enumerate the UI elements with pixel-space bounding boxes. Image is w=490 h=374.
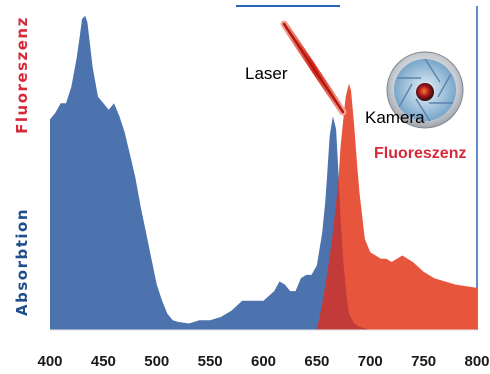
x-tick-label: 400 [37, 353, 62, 370]
y-label-absorption: Absorbtion [13, 208, 31, 316]
laser-beam-core [282, 22, 345, 114]
y-label-fluorescence: Fluoreszenz [13, 16, 31, 134]
x-tick-label: 650 [304, 353, 329, 370]
fluorescence-series-area [316, 83, 477, 330]
camera-lens-icon [386, 51, 464, 129]
x-tick-label: 500 [144, 353, 169, 370]
fluorescence-pointer [367, 164, 404, 243]
x-tick-label: 450 [91, 353, 116, 370]
x-tick-label: 750 [411, 353, 436, 370]
x-tick-labels: 400 450 500 550 600 650 700 750 800 [37, 353, 489, 370]
x-tick-label: 700 [358, 353, 383, 370]
laser-annotation: Laser [245, 64, 288, 83]
x-tick-label: 800 [464, 353, 489, 370]
absorption-series-area [50, 15, 371, 330]
camera-annotation: Kamera [365, 108, 425, 127]
x-tick-label: 550 [198, 353, 223, 370]
fluorescence-annotation: Fluoreszenz [374, 145, 466, 162]
x-tick-label: 600 [251, 353, 276, 370]
